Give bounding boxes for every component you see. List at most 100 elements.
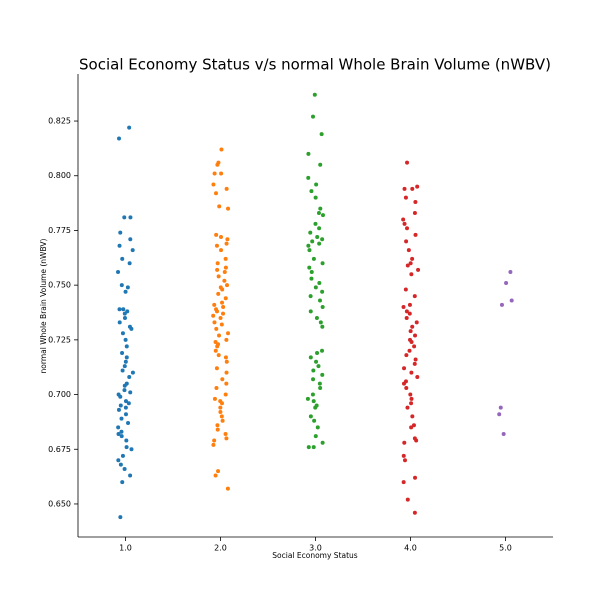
data-point: [410, 324, 415, 329]
x-tick-label: 4.0: [404, 544, 417, 553]
data-point: [116, 425, 121, 430]
data-point: [217, 204, 222, 209]
x-tick-label: 5.0: [499, 544, 512, 553]
data-point: [119, 434, 124, 439]
data-point: [215, 267, 220, 272]
data-point: [319, 132, 324, 137]
data-point: [119, 429, 124, 434]
data-point: [409, 425, 414, 430]
data-point: [504, 280, 509, 285]
data-point: [117, 243, 122, 248]
data-point: [223, 392, 228, 397]
data-point: [416, 267, 421, 272]
data-point: [126, 401, 131, 406]
data-point: [404, 353, 409, 358]
data-point: [116, 458, 121, 463]
data-point: [413, 232, 418, 237]
data-point: [122, 364, 127, 369]
data-point: [318, 206, 323, 211]
data-point: [311, 377, 316, 382]
data-point: [120, 350, 125, 355]
data-point: [124, 355, 129, 360]
data-point: [121, 307, 126, 312]
data-point: [127, 125, 132, 130]
data-point: [120, 453, 125, 458]
data-point: [403, 287, 408, 292]
data-point: [217, 333, 222, 338]
data-point: [122, 311, 127, 316]
data-point: [401, 305, 406, 310]
data-point: [414, 320, 419, 325]
data-point: [403, 195, 408, 200]
data-point: [220, 300, 225, 305]
data-point: [315, 235, 320, 240]
data-point: [312, 418, 317, 423]
data-point: [412, 510, 417, 515]
data-point: [401, 480, 406, 485]
data-point: [120, 331, 125, 336]
data-point: [118, 230, 123, 235]
data-point: [315, 425, 320, 430]
data-point: [404, 385, 409, 390]
data-point: [308, 309, 313, 314]
data-point: [224, 337, 229, 342]
data-point: [314, 359, 319, 364]
data-point: [123, 399, 128, 404]
data-point: [129, 447, 134, 452]
data-point: [221, 305, 226, 310]
data-point: [120, 368, 125, 373]
data-point: [401, 453, 406, 458]
data-point: [316, 210, 321, 215]
data-point: [128, 473, 133, 478]
y-tick-label: 0.650: [48, 499, 71, 508]
data-point: [224, 186, 229, 191]
x-axis-label: Social Economy Status: [272, 551, 358, 560]
data-point: [219, 414, 224, 419]
data-point: [215, 309, 220, 314]
data-point: [128, 215, 133, 220]
data-point: [214, 385, 219, 390]
data-point: [320, 372, 325, 377]
data-point: [118, 515, 123, 520]
data-point: [213, 348, 218, 353]
data-point: [409, 340, 414, 345]
data-point: [128, 237, 133, 242]
data-point: [317, 381, 322, 386]
data-point: [130, 370, 135, 375]
data-point: [214, 366, 219, 371]
data-point: [402, 440, 407, 445]
data-point: [313, 195, 318, 200]
data-point: [226, 206, 231, 211]
data-point: [320, 324, 325, 329]
data-point: [122, 383, 127, 388]
data-point: [214, 243, 219, 248]
data-point: [320, 348, 325, 353]
data-point: [308, 230, 313, 235]
data-point: [218, 405, 223, 410]
data-point: [405, 226, 410, 231]
data-point: [119, 283, 124, 288]
data-point: [213, 191, 218, 196]
data-point: [215, 162, 220, 167]
data-point: [225, 237, 230, 242]
data-point: [122, 315, 127, 320]
x-tick-label: 1.0: [119, 544, 132, 553]
data-point: [116, 407, 121, 412]
data-point: [212, 320, 217, 325]
y-tick-label: 0.675: [48, 445, 71, 454]
data-point: [306, 243, 311, 248]
data-point: [123, 337, 128, 342]
data-point: [219, 248, 224, 253]
data-point: [407, 311, 412, 316]
data-point: [310, 114, 315, 119]
y-tick-label: 0.800: [48, 171, 71, 180]
data-point: [499, 302, 504, 307]
data-point: [313, 221, 318, 226]
data-point: [413, 200, 418, 205]
data-point: [308, 414, 313, 419]
data-point: [219, 147, 224, 152]
data-point: [317, 298, 322, 303]
data-point: [306, 151, 311, 156]
data-point: [314, 315, 319, 320]
data-point: [412, 294, 417, 299]
